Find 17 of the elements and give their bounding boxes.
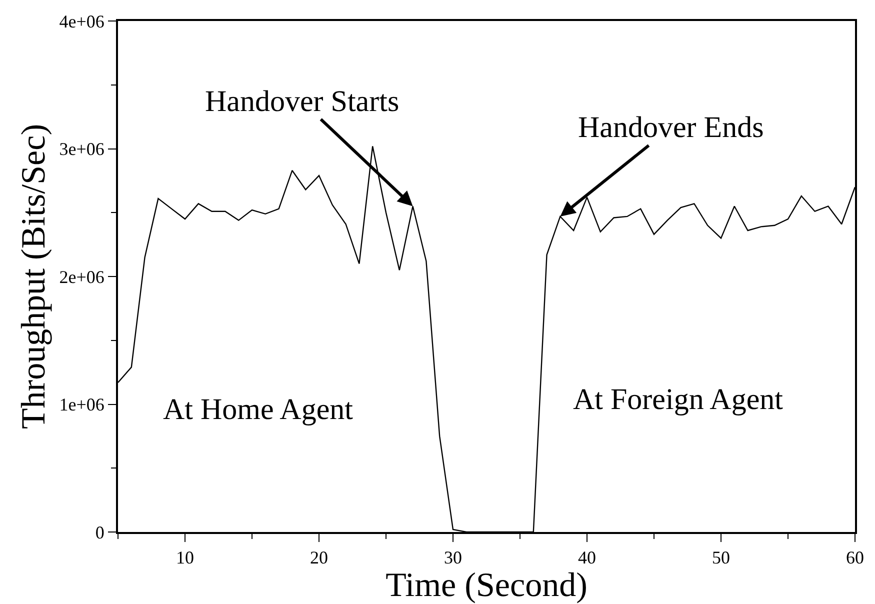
- annotation: At Foreign Agent: [573, 383, 784, 416]
- annotation: Handover Starts: [205, 85, 400, 118]
- y-tick-label: 1e+06: [59, 394, 104, 415]
- annotation: At Home Agent: [163, 393, 354, 426]
- y-tick-label: 2e+06: [59, 266, 104, 287]
- y-tick-label: 0: [95, 522, 104, 542]
- x-tick-label: 60: [846, 548, 864, 568]
- x-tick-label: 10: [176, 548, 194, 568]
- annotation: Handover Ends: [578, 111, 764, 144]
- x-axis-title: Time (Second): [386, 567, 588, 604]
- x-tick-label: 30: [444, 548, 462, 568]
- x-tick-label: 40: [578, 548, 596, 568]
- y-tick-label: 3e+06: [59, 139, 104, 160]
- x-tick-label: 20: [310, 548, 328, 568]
- x-tick-label: 50: [712, 548, 730, 568]
- y-tick-label: 4e+06: [59, 11, 104, 32]
- y-axis-title: Throughput (Bits/Sec): [15, 124, 52, 430]
